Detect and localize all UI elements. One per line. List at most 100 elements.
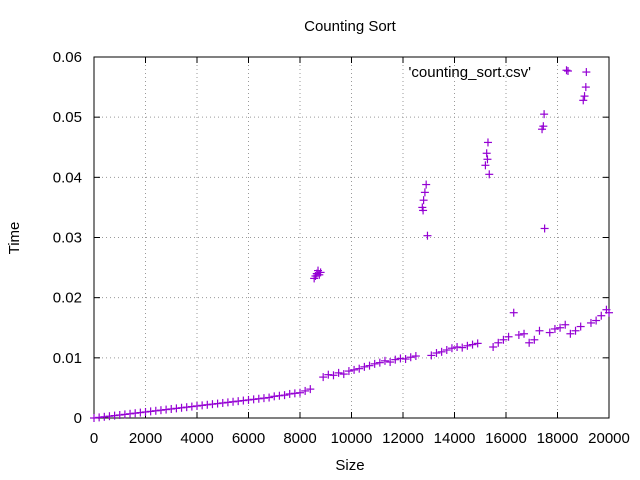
data-point [213,399,222,408]
data-point [386,358,395,367]
data-point [120,410,129,419]
data-point [339,370,348,379]
data-point [280,391,289,400]
data-point [355,364,364,373]
data-point [504,332,513,341]
data-point [401,355,410,364]
data-point [156,406,165,415]
data-point [141,407,150,416]
data-point [249,395,258,404]
data-point [422,180,431,189]
data-point [380,356,389,365]
data-point [406,353,415,362]
data-point [244,395,253,404]
data-point [419,206,428,215]
data-point [396,354,405,363]
y-tick-label: 0.04 [53,169,82,186]
data-point [151,406,160,415]
data-point [110,411,119,420]
data-point [545,328,554,337]
x-tick-label: 20000 [588,430,630,447]
data-point [427,351,436,360]
data-point [482,149,491,158]
data-point [419,196,428,205]
data-point [131,409,140,418]
data-point [306,385,315,394]
data-point [566,329,575,338]
data-point [581,83,590,92]
data-point [540,224,549,233]
data-point [275,391,284,400]
y-tick-label: 0.01 [53,350,82,367]
data-point [561,320,570,329]
data-point [316,268,325,277]
data-point [296,388,304,397]
data-point [239,396,248,405]
x-tick-label: 18000 [537,430,579,447]
data-point [329,371,338,380]
data-point [290,389,299,398]
legend-label: 'counting_sort.csv' [409,64,532,81]
data-point [576,322,585,331]
legend-marker-symbol [564,67,572,75]
data-point [485,170,494,179]
data-point [592,316,601,325]
data-point [525,338,534,347]
data-point [489,343,498,352]
data-point [550,324,559,333]
x-tick-label: 8000 [283,430,316,447]
x-axis-ticks: 0 2000 4000 6000 8000 10000 12000 14000 16000 180… [90,57,630,447]
data-point [172,404,181,413]
data-point [481,161,490,170]
data-point [509,308,518,317]
data-point [265,393,274,402]
y-tick-label: 0 [74,410,82,427]
data-point [605,308,613,317]
data-point [530,335,539,344]
x-tick-label: 4000 [180,430,213,447]
y-tick-label: 0.05 [53,109,82,126]
data-point [95,413,104,422]
data-point [324,370,333,379]
data-point [463,341,472,350]
data-point [580,92,589,101]
data-point [223,398,232,407]
data-point [167,404,176,413]
data-point [447,344,456,353]
data-point [198,401,207,410]
x-tick-label: 2000 [129,430,162,447]
data-point [520,329,529,338]
data-point [126,409,135,418]
data-point [411,352,420,361]
data-points [90,66,613,422]
data-point [115,410,124,419]
data-point [270,392,279,401]
data-point [540,110,549,119]
y-axis-ticks: 0 0.01 0.02 0.03 0.04 0.05 0.06 [53,49,609,427]
data-point [234,397,243,406]
data-point [193,401,201,410]
data-point [437,347,446,356]
legend-marker [564,67,572,75]
data-point [556,323,565,332]
y-tick-label: 0.06 [53,49,82,66]
legend: 'counting_sort.csv' [409,64,572,81]
data-point [432,349,441,358]
data-point [360,362,369,371]
data-point [370,359,379,368]
data-point [319,373,328,382]
data-point [420,188,429,197]
data-point [177,403,186,412]
grid-lines [94,57,609,418]
x-tick-label: 16000 [485,430,527,447]
data-point [208,400,217,409]
chart-title: Counting Sort [304,18,397,35]
data-point [203,400,212,409]
x-tick-label: 0 [90,430,98,447]
data-point [539,122,548,131]
data-point [514,330,523,339]
data-point [423,231,432,240]
data-point [375,358,384,367]
data-point [582,68,591,77]
y-axis-label: Time [6,222,23,255]
